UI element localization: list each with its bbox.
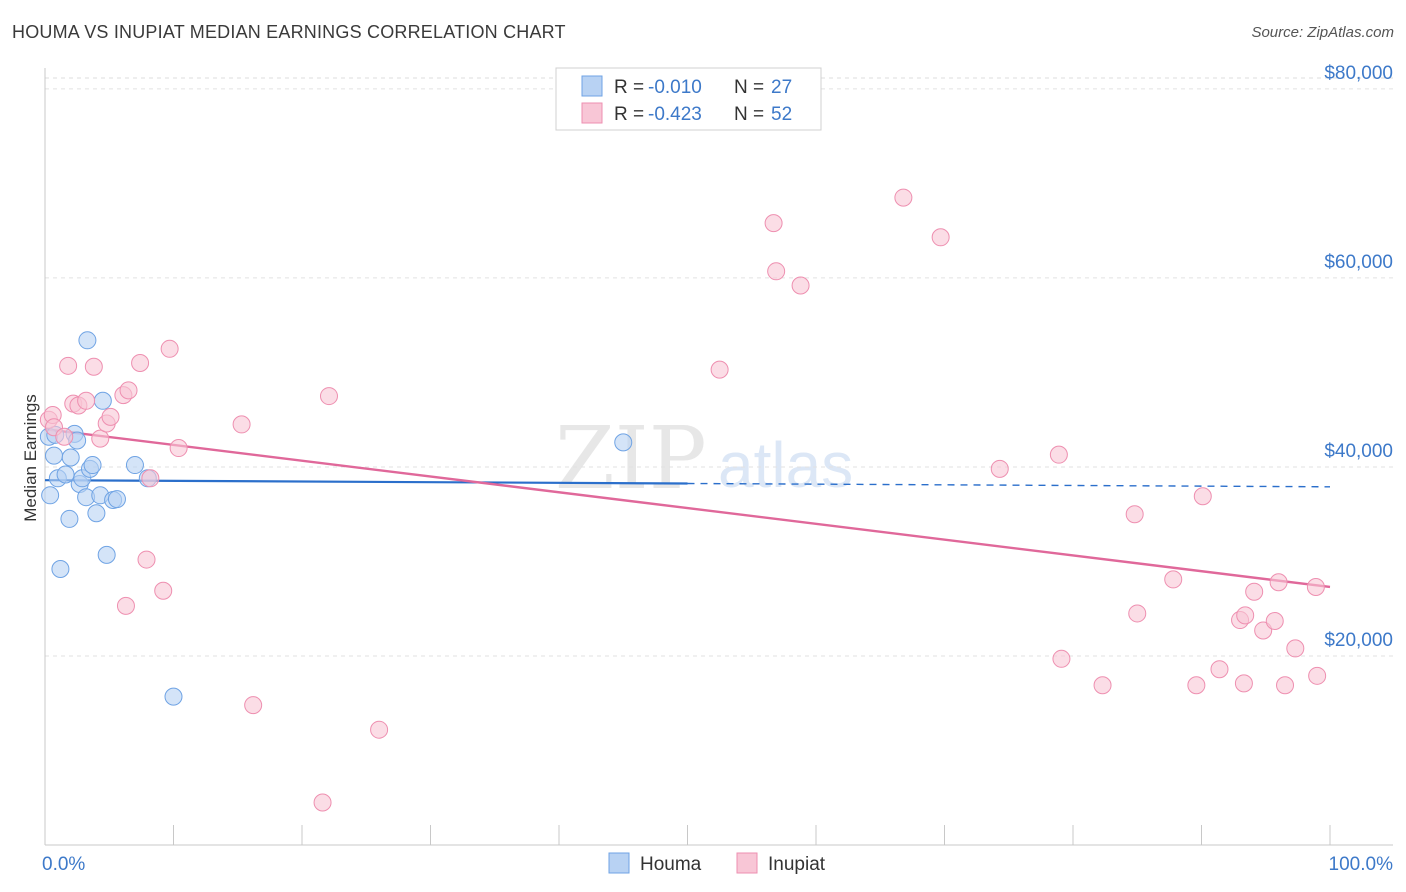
point-inupiat <box>1128 604 1147 623</box>
point-inupiat <box>131 353 150 372</box>
point-inupiat <box>141 469 160 488</box>
point-inupiat <box>1164 570 1183 589</box>
legend-inupiat-r-value: -0.423 <box>648 104 702 125</box>
point-inupiat <box>116 596 135 615</box>
x-tick-label: 100.0% <box>1329 854 1394 875</box>
point-inupiat <box>160 339 179 358</box>
point-inupiat <box>154 581 173 600</box>
point-inupiat <box>84 357 103 376</box>
point-inupiat <box>232 415 251 434</box>
legend-houma-r-value: -0.010 <box>648 77 702 98</box>
point-houma <box>60 509 79 528</box>
bottom-legend: Houma Inupiat <box>608 852 826 875</box>
y-axis-title: Median Earnings <box>21 394 40 522</box>
bottom-legend-swatch-houma <box>608 852 630 874</box>
point-houma <box>56 465 75 484</box>
point-houma <box>107 490 126 509</box>
watermark-zip: ZIP <box>555 409 707 509</box>
point-inupiat <box>1187 676 1206 695</box>
point-inupiat <box>1276 676 1295 695</box>
point-houma <box>41 486 60 505</box>
point-inupiat <box>894 188 913 207</box>
chart-title: HOUMA VS INUPIAT MEDIAN EARNINGS CORRELA… <box>12 22 566 42</box>
point-inupiat <box>767 262 786 281</box>
point-inupiat <box>59 356 78 375</box>
point-inupiat <box>119 381 138 400</box>
point-inupiat <box>1245 582 1264 601</box>
y-tick-label: $80,000 <box>1324 63 1393 84</box>
data-points <box>39 188 1327 812</box>
point-inupiat <box>710 360 729 379</box>
point-inupiat <box>1308 666 1327 685</box>
point-inupiat <box>137 550 156 569</box>
point-houma <box>125 456 144 475</box>
axes: $20,000 $40,000 $60,000 $80,000 0.0% 100.0% <box>42 63 1393 875</box>
watermark-atlas: atlas <box>718 429 853 501</box>
legend-swatch-inupiat <box>581 102 603 124</box>
point-inupiat <box>1049 445 1068 464</box>
bottom-legend-swatch-inupiat <box>736 852 758 874</box>
bottom-legend-inupiat: Inupiat <box>768 854 826 875</box>
x-tick-label: 0.0% <box>42 854 85 875</box>
point-houma <box>51 560 70 579</box>
point-inupiat <box>169 439 188 458</box>
trend-line-houma-extrapolated <box>687 482 1331 488</box>
legend-swatch-houma <box>581 75 603 97</box>
point-houma <box>78 331 97 350</box>
point-inupiat <box>764 214 783 233</box>
point-houma <box>164 687 183 706</box>
point-inupiat <box>55 427 74 446</box>
point-inupiat <box>1125 505 1144 524</box>
point-inupiat <box>1234 674 1253 693</box>
point-inupiat <box>1093 676 1112 695</box>
point-houma <box>83 456 102 475</box>
legend: R = -0.010 N = 27 R = -0.423 N = 52 <box>555 67 822 131</box>
point-inupiat <box>313 793 332 812</box>
point-inupiat <box>244 696 263 715</box>
y-tick-label: $60,000 <box>1324 252 1393 273</box>
legend-houma-n-value: 27 <box>771 77 792 98</box>
point-inupiat <box>1210 660 1229 679</box>
point-houma <box>97 545 116 564</box>
bottom-legend-houma: Houma <box>640 854 702 875</box>
point-inupiat <box>77 391 96 410</box>
y-tick-label: $40,000 <box>1324 441 1393 462</box>
point-inupiat <box>91 429 110 448</box>
legend-inupiat-n-label: N = <box>734 104 764 125</box>
legend-inupiat-n-value: 52 <box>771 104 792 125</box>
y-tick-label: $20,000 <box>1324 630 1393 651</box>
legend-houma-n-label: N = <box>734 77 764 98</box>
point-houma <box>61 448 80 467</box>
point-inupiat <box>1236 606 1255 625</box>
point-houma <box>614 433 633 452</box>
point-inupiat <box>1306 577 1325 596</box>
legend-inupiat-r-label: R = <box>614 104 644 125</box>
point-houma <box>44 446 63 465</box>
point-inupiat <box>791 276 810 295</box>
point-inupiat <box>1193 487 1212 506</box>
point-inupiat <box>990 459 1009 478</box>
point-inupiat <box>931 228 950 247</box>
point-inupiat <box>1269 573 1288 592</box>
legend-houma-r-label: R = <box>614 77 644 98</box>
point-houma <box>87 504 106 523</box>
point-houma <box>93 391 112 410</box>
trend-line-inupiat <box>44 427 1331 589</box>
point-inupiat <box>370 720 389 739</box>
point-inupiat <box>1286 639 1305 658</box>
point-inupiat <box>1052 649 1071 668</box>
point-inupiat <box>1265 612 1284 631</box>
source-credit: Source: ZipAtlas.com <box>1251 24 1394 41</box>
point-inupiat <box>101 407 120 426</box>
point-inupiat <box>319 387 338 406</box>
